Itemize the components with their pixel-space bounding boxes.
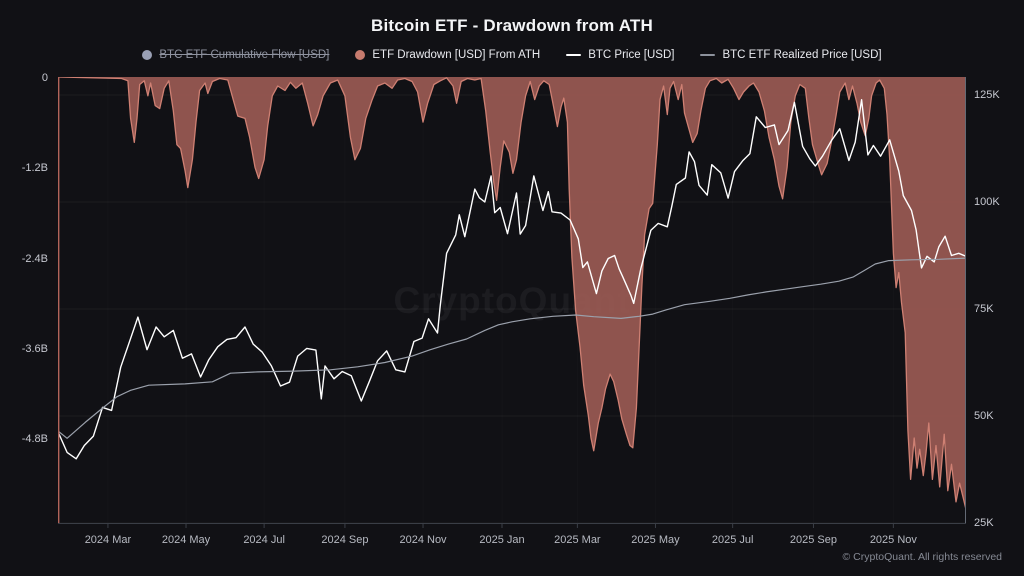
x-axis-tick-label: 2025 Jul xyxy=(711,534,754,546)
x-axis-tick-label: 2024 Mar xyxy=(84,534,132,546)
x-axis-tick-label: 2024 Nov xyxy=(399,534,447,546)
legend-item-etf-drawdown[interactable]: ETF Drawdown [USD] From ATH xyxy=(355,49,540,61)
x-axis-tick-label: 2024 Jul xyxy=(243,534,285,546)
x-axis-tick-label: 2024 Sep xyxy=(321,534,369,546)
legend-item-label: BTC ETF Cumulative Flow [USD] xyxy=(159,49,330,61)
legend: BTC ETF Cumulative Flow [USD] ETF Drawdo… xyxy=(0,49,1024,61)
right-axis-tick-label: 50K xyxy=(974,409,994,422)
x-axis-tick-label: 2025 Jan xyxy=(479,534,525,546)
legend-item-btc-price[interactable]: BTC Price [USD] xyxy=(566,49,674,61)
left-axis-tick-label: 0 xyxy=(41,72,48,84)
x-axis-tick-label: 2024 May xyxy=(161,534,211,546)
x-axis-tick-label: 2025 Mar xyxy=(554,534,601,546)
x-axis-tick-label: 2025 Nov xyxy=(869,534,917,546)
legend-item-realized-price[interactable]: BTC ETF Realized Price [USD] xyxy=(700,49,882,61)
left-axis-tick-label: -4.8B xyxy=(21,433,48,445)
right-axis-tick-label: 125K xyxy=(974,88,1000,101)
legend-item-label: BTC ETF Realized Price [USD] xyxy=(722,49,882,61)
legend-item-label: ETF Drawdown [USD] From ATH xyxy=(372,49,541,61)
cumulative-flow-marker-icon xyxy=(142,50,153,60)
copyright-text: © CryptoQuant. All rights reserved xyxy=(842,551,1002,563)
etf-drawdown-marker-icon xyxy=(355,50,366,60)
legend-item-cumulative-flow[interactable]: BTC ETF Cumulative Flow [USD] xyxy=(142,49,329,61)
x-axis-tick-label: 2025 Sep xyxy=(789,534,837,546)
right-axis-tick-label: 25K xyxy=(974,517,994,529)
page-title: Bitcoin ETF - Drawdown from ATH xyxy=(371,16,653,35)
legend-item-label: BTC Price [USD] xyxy=(588,49,675,61)
left-axis-tick-label: -3.6B xyxy=(21,342,48,355)
left-axis-tick-label: -1.2B xyxy=(21,162,48,175)
x-axis-tick-label: 2025 May xyxy=(631,534,680,546)
btc-price-marker-icon xyxy=(566,54,582,56)
realized-price-marker-icon xyxy=(700,54,716,56)
right-axis-tick-label: 100K xyxy=(974,195,1000,208)
left-axis-tick-label: -2.4B xyxy=(21,252,48,265)
right-axis-tick-label: 75K xyxy=(974,302,994,315)
chart-plot[interactable] xyxy=(58,77,966,529)
